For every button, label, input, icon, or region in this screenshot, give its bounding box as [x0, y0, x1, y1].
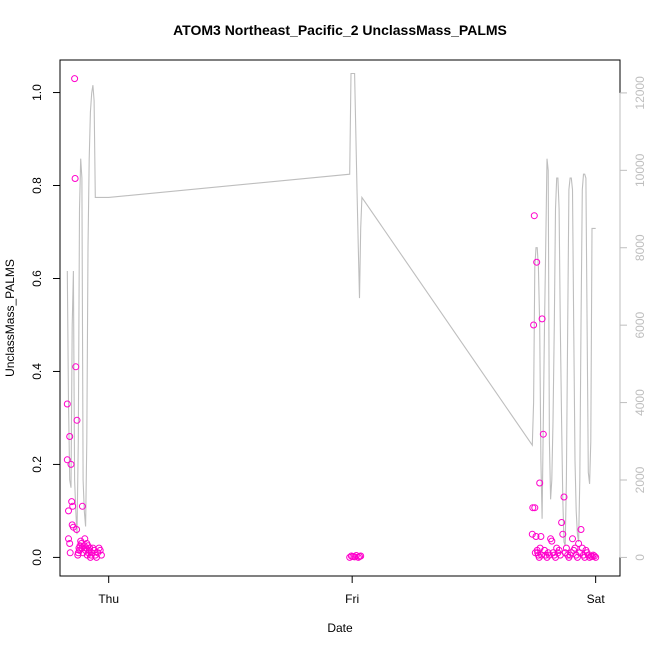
data-point	[545, 551, 553, 559]
data-point	[72, 363, 80, 371]
data-point	[73, 416, 81, 424]
data-point	[97, 551, 105, 559]
x-tick-label: Fri	[345, 592, 359, 606]
data-point	[63, 400, 71, 408]
data-point	[533, 258, 541, 266]
altitude-line	[66, 72, 596, 546]
data-point	[66, 540, 74, 547]
data-point	[592, 553, 600, 561]
y-tick-label: 1.0	[30, 84, 44, 101]
x-axis: Thu Fri Sat	[98, 575, 606, 606]
data-point	[569, 535, 576, 543]
y-tick-label: 0.6	[30, 270, 44, 287]
y2-tick-label: 12000	[633, 76, 647, 110]
data-point	[346, 553, 354, 561]
x-axis-label: Date	[327, 621, 353, 635]
data-point	[528, 530, 536, 538]
x-tick-label: Thu	[98, 592, 119, 606]
y-tick-label: 0.2	[30, 456, 44, 473]
data-point	[69, 502, 77, 510]
data-point	[78, 544, 86, 552]
data-point	[571, 544, 579, 552]
data-point	[532, 533, 540, 540]
data-point	[555, 546, 563, 554]
y2-tick-label: 2000	[633, 466, 647, 493]
y2-tick-label: 6000	[633, 311, 647, 338]
data-point	[63, 456, 71, 464]
data-point	[558, 519, 566, 526]
y2-axis: 0 2000 4000 6000 8000 10000 12000	[619, 76, 647, 561]
data-point	[538, 315, 546, 323]
data-point	[66, 433, 74, 440]
y2-tick-label: 4000	[633, 389, 647, 416]
data-point	[96, 546, 104, 554]
data-point	[352, 552, 360, 559]
altitude-line-layer	[66, 72, 596, 546]
data-point	[357, 552, 365, 560]
y-axis-label: UnclassMass_PALMS	[3, 259, 17, 377]
data-point	[73, 526, 81, 533]
data-point	[536, 479, 544, 487]
data-point	[71, 75, 79, 83]
y-tick-label: 0.0	[30, 549, 44, 566]
data-point	[78, 502, 86, 510]
data-point	[578, 544, 586, 552]
data-point	[553, 544, 561, 552]
y2-tick-label: 10000	[633, 153, 647, 187]
data-point	[531, 504, 539, 512]
data-point	[71, 175, 79, 182]
data-point	[65, 535, 72, 543]
data-point	[562, 544, 570, 552]
data-point	[66, 549, 74, 557]
data-point	[529, 504, 537, 512]
data-point	[530, 212, 538, 220]
data-point	[560, 493, 568, 501]
data-points-layer	[63, 75, 600, 561]
x-tick-label: Sat	[587, 592, 606, 606]
data-point	[530, 321, 538, 329]
data-point	[575, 540, 583, 547]
data-point	[543, 553, 551, 561]
data-point	[81, 535, 89, 543]
data-point	[535, 553, 543, 561]
y-tick-label: 0.4	[30, 363, 44, 380]
data-point	[548, 537, 556, 545]
y-tick-label: 0.8	[30, 177, 44, 194]
y2-tick-label: 8000	[633, 234, 647, 261]
data-point	[537, 533, 545, 540]
data-point	[67, 460, 75, 468]
data-point	[577, 526, 585, 533]
data-point	[590, 552, 598, 560]
data-point	[541, 546, 548, 554]
data-point	[68, 498, 76, 506]
y2-tick-label: 0	[633, 554, 647, 561]
data-point	[65, 507, 72, 515]
data-point	[539, 430, 547, 438]
data-point	[559, 530, 567, 538]
y-axis: 0.0 0.2 0.4 0.6 0.8 1.0	[30, 84, 61, 566]
chart-title: ATOM3 Northeast_Pacific_2 UnclassMass_PA…	[173, 22, 507, 38]
